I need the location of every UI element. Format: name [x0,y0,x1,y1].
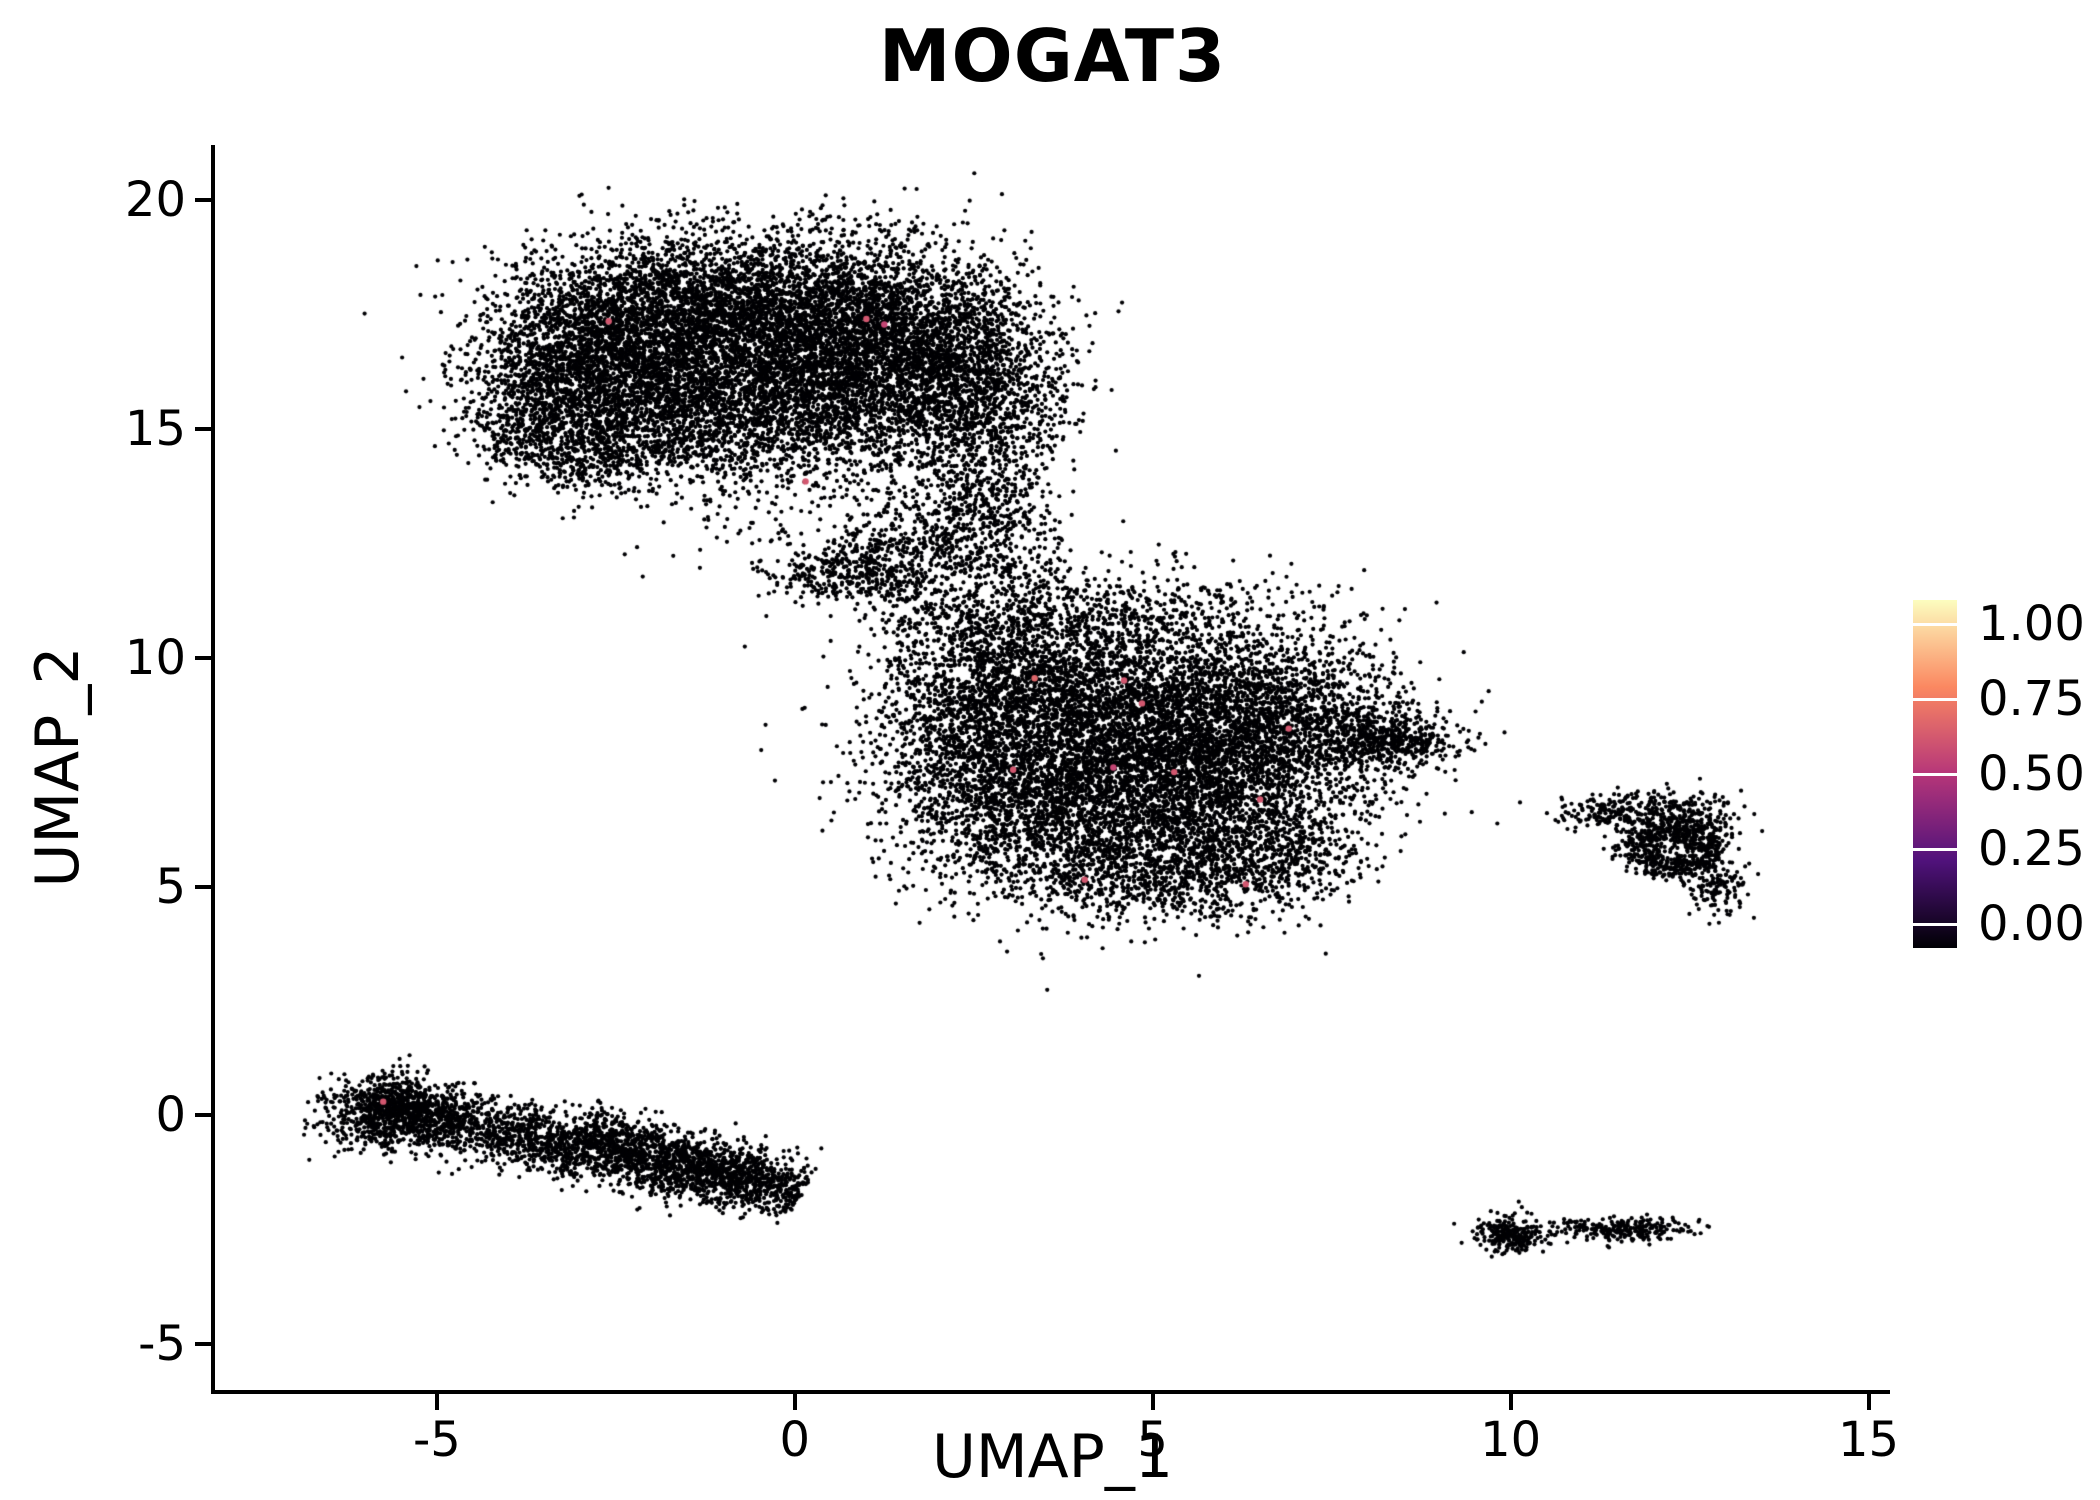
legend-tick-label: 0.25 [1978,821,2085,877]
legend-tick-label: 0.50 [1978,746,2085,802]
legend-tick [1913,847,1957,851]
legend-tick-label: 0.00 [1978,896,2085,952]
plot-panel [211,145,1890,1394]
y-tick [195,655,211,660]
x-tick [1866,1394,1871,1410]
legend-tick [1913,772,1957,776]
x-tick [434,1394,439,1410]
y-tick [195,426,211,431]
y-tick [195,1342,211,1347]
plot-title: MOGAT3 [878,14,1227,98]
legend-tick-label: 0.75 [1978,671,2085,727]
x-tick-label: 5 [1137,1412,1168,1468]
x-tick-label: -5 [412,1412,461,1468]
y-tick [195,1113,211,1118]
legend-tick-label: 1.00 [1978,596,2085,652]
scatter-points-canvas [215,145,1890,1390]
x-tick [1508,1394,1513,1410]
x-axis-label: UMAP_1 [931,1422,1174,1492]
x-tick-label: 10 [1480,1412,1542,1468]
legend-tick [1913,697,1957,701]
y-tick-label: 20 [124,171,186,228]
y-tick-label: 0 [155,1087,186,1144]
y-tick [195,197,211,202]
legend-tick [1913,922,1957,926]
x-tick-label: 0 [779,1412,811,1468]
y-tick-label: 15 [124,400,186,457]
x-tick-label: 15 [1837,1412,1900,1468]
legend-tick [1913,622,1957,626]
x-tick [1150,1394,1155,1410]
x-tick [792,1394,797,1410]
y-tick-label: 10 [124,629,186,686]
y-tick-label: 5 [155,858,186,915]
y-tick-label: -5 [138,1316,186,1373]
y-tick [195,884,211,889]
